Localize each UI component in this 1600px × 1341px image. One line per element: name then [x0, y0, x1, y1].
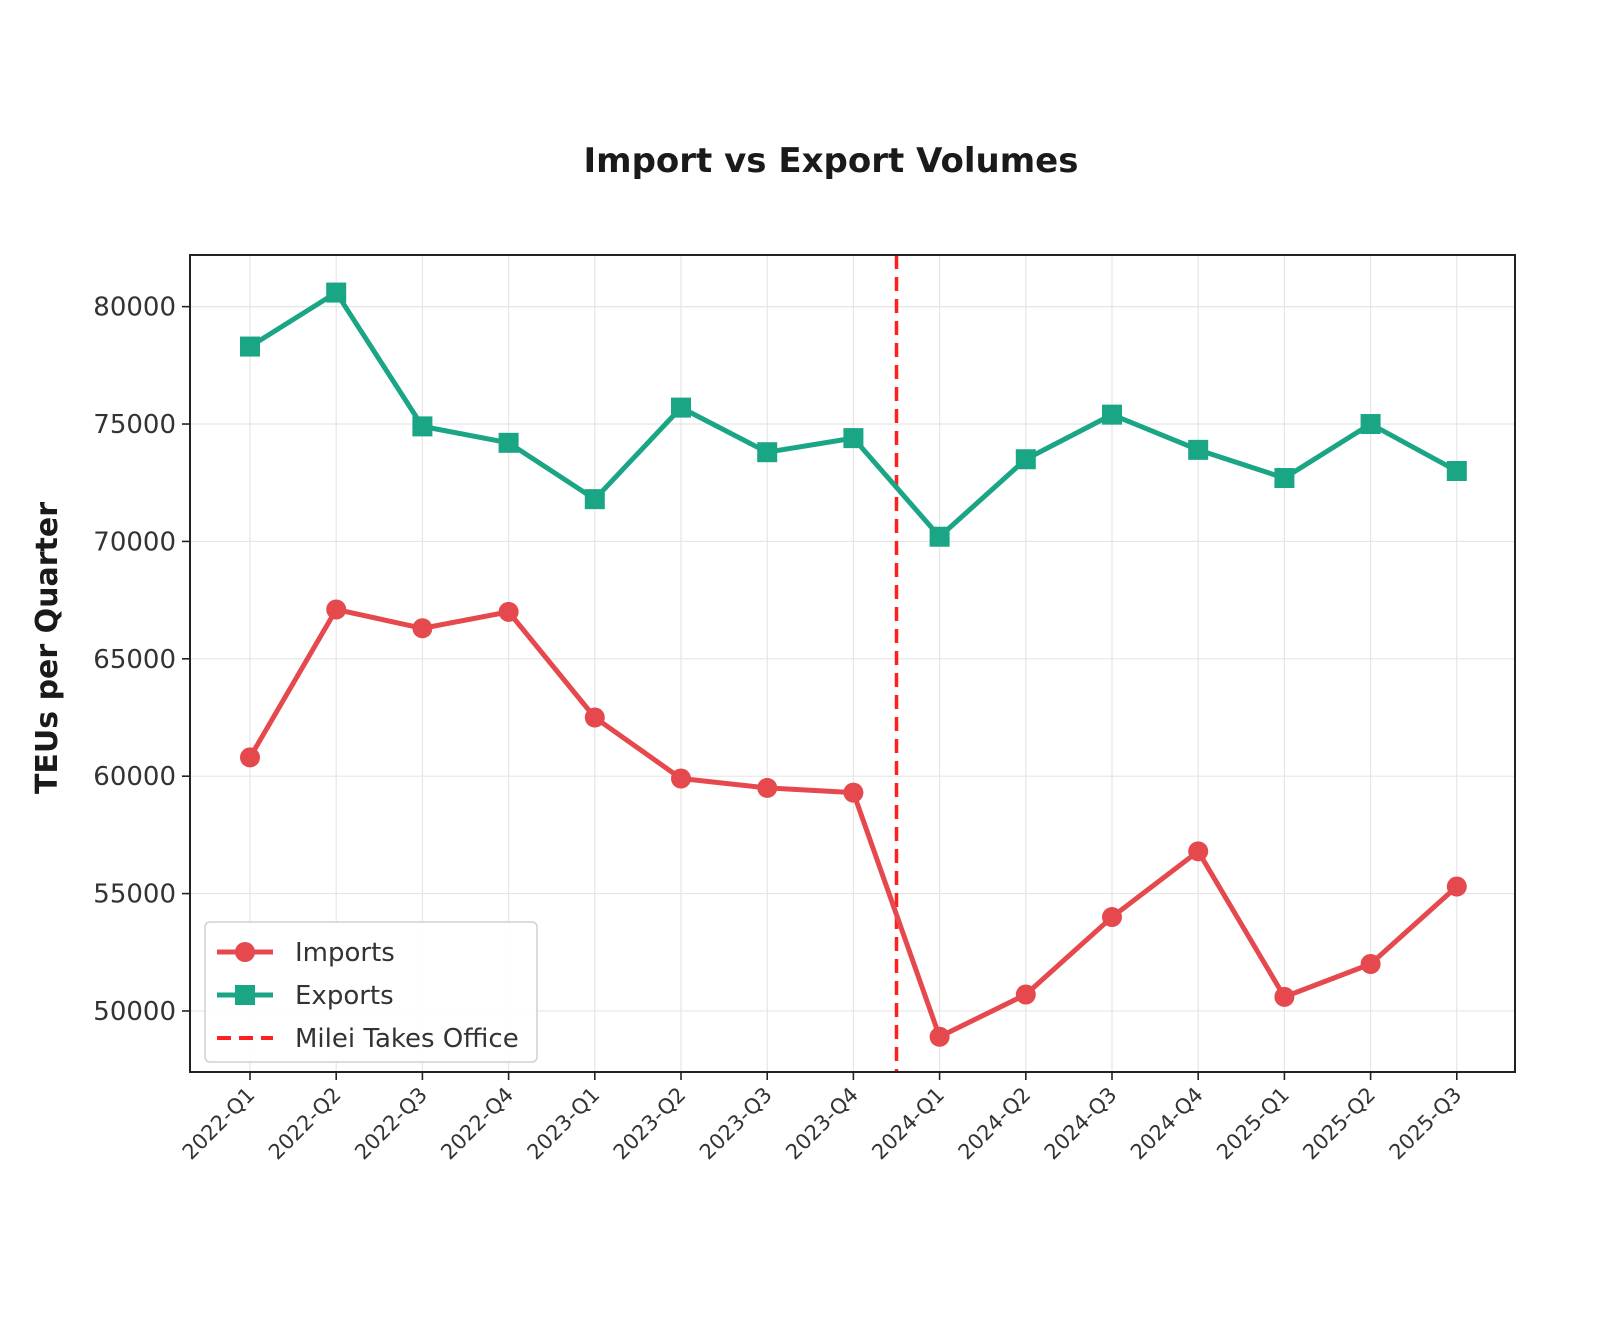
imports-point: [584, 707, 605, 728]
imports-point: [1274, 986, 1295, 1007]
imports-point: [498, 601, 519, 622]
chart-title: Import vs Export Volumes: [584, 141, 1079, 181]
legend-label: Exports: [295, 981, 394, 1011]
exports-point: [498, 432, 519, 453]
exports-point: [843, 428, 864, 449]
exports-point: [412, 416, 433, 437]
legend-label: Imports: [295, 938, 395, 968]
imports-point: [757, 777, 778, 798]
y-axis: 50000 55000 60000 65000 70000 75000 80000: [93, 293, 190, 1027]
exports-point: [1102, 404, 1122, 425]
exports-point: [1446, 460, 1467, 481]
exports-point: [240, 336, 260, 357]
series-layer: [240, 282, 1467, 1047]
exports-point: [1188, 439, 1209, 460]
imports-point: [1360, 954, 1381, 975]
y-tick-label: 70000: [93, 527, 176, 557]
imports-point: [1102, 907, 1122, 928]
exports-point: [1360, 414, 1381, 435]
exports-point: [584, 489, 605, 510]
imports-point: [929, 1026, 950, 1047]
y-tick-label: 80000: [93, 293, 176, 323]
imports-point: [1188, 841, 1209, 862]
y-tick-label: 60000: [93, 762, 176, 792]
y-tick-label: 65000: [93, 645, 176, 675]
y-axis-label: TEUs per Quarter: [30, 502, 65, 794]
plot-frame: [189, 254, 1516, 1073]
exports-point: [929, 526, 950, 547]
legend-circle-marker: [235, 942, 255, 962]
legend: Imports Exports Milei Takes Office: [204, 921, 538, 1063]
exports-point: [671, 397, 691, 418]
exports-point: [757, 442, 778, 463]
imports-point: [1446, 876, 1467, 897]
imports-point: [326, 599, 347, 620]
legend-box: [204, 921, 538, 1063]
imports-point: [412, 618, 433, 639]
y-tick-label: 55000: [93, 880, 176, 910]
imports-point: [671, 768, 691, 789]
exports-point: [1015, 449, 1036, 470]
imports-point: [1015, 984, 1036, 1005]
y-tick-label: 75000: [93, 410, 176, 440]
legend-label: Milei Takes Office: [295, 1024, 519, 1054]
imports-point: [843, 782, 864, 803]
imports-point: [240, 747, 260, 768]
exports-point: [326, 282, 347, 303]
legend-square-marker: [235, 985, 255, 1005]
exports-point: [1274, 468, 1295, 489]
y-tick-label: 50000: [93, 997, 176, 1027]
